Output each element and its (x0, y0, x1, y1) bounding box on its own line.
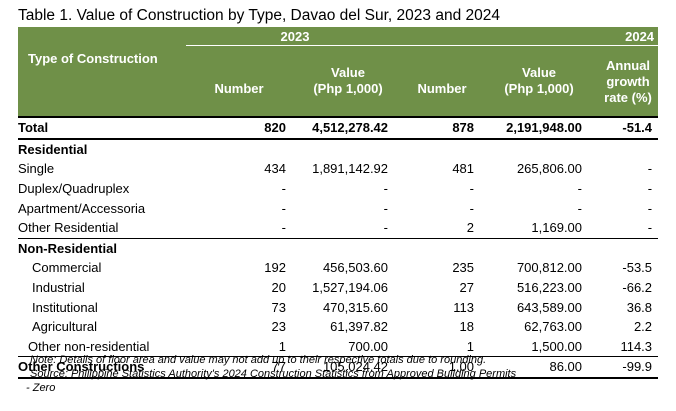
cell-number-2023: - (186, 198, 292, 218)
section-label: Non-Residential (18, 238, 186, 258)
cell-growth-rate: - (598, 179, 658, 199)
cell-number-2024: 481 (404, 159, 480, 179)
row-label: Institutional (18, 297, 186, 317)
table-row-single: Single 434 1,891,142.92 481 265,806.00 - (18, 159, 658, 179)
header-value-2023-line1: Value (292, 65, 404, 81)
header-growth-rate: Annual growth rate (%) (598, 46, 658, 118)
cell-growth-rate: 2.2 (598, 317, 658, 337)
cell-value-2023: 4,512,278.42 (292, 117, 404, 139)
table-row-commercial: Commercial 192 456,503.60 235 700,812.00… (18, 258, 658, 278)
cell-number-2024: 113 (404, 297, 480, 317)
header-value-2024-line2: (Php 1,000) (480, 81, 598, 97)
cell-value-2023: 61,397.82 (292, 317, 404, 337)
cell-growth-rate: - (598, 198, 658, 218)
cell-value-2024: - (480, 198, 598, 218)
cell-growth-rate: 36.8 (598, 297, 658, 317)
cell-number-2023: - (186, 179, 292, 199)
cell-growth-rate: -66.2 (598, 278, 658, 298)
cell-number-2023: - (186, 218, 292, 238)
table-row-institutional: Institutional 73 470,315.60 113 643,589.… (18, 297, 658, 317)
cell-value-2024: 1,169.00 (480, 218, 598, 238)
header-growth-line3: rate (%) (598, 90, 658, 106)
table-title: Table 1. Value of Construction by Type, … (18, 6, 500, 26)
row-label: Commercial (18, 258, 186, 278)
table-row-agricultural: Agricultural 23 61,397.82 18 62,763.00 2… (18, 317, 658, 337)
cell-number-2024: - (404, 179, 480, 199)
cell-number-2023: 20 (186, 278, 292, 298)
table-row-other-residential: Other Residential - - 2 1,169.00 - (18, 218, 658, 238)
section-label: Residential (18, 139, 186, 160)
cell-value-2023: 456,503.60 (292, 258, 404, 278)
row-label: Agricultural (18, 317, 186, 337)
table-row-duplex: Duplex/Quadruplex - - - - - (18, 179, 658, 199)
cell-number-2023: 23 (186, 317, 292, 337)
table-notes: Note: Details of floor area and value ma… (30, 353, 516, 395)
cell-growth-rate: -99.9 (598, 357, 658, 378)
header-value-2024-line1: Value (480, 65, 598, 81)
construction-table: Type of Construction 2023 2024 Number Va… (18, 27, 658, 379)
row-label: Duplex/Quadruplex (18, 179, 186, 199)
table-row-section-non-residential: Non-Residential (18, 238, 658, 258)
header-growth-line1: Annual (598, 58, 658, 74)
table-row-industrial: Industrial 20 1,527,194.06 27 516,223.00… (18, 278, 658, 298)
header-value-2023: Value (Php 1,000) (292, 46, 404, 118)
cell-number-2023: 73 (186, 297, 292, 317)
cell-number-2024: 27 (404, 278, 480, 298)
cell-growth-rate: -51.4 (598, 117, 658, 139)
note-legend: - Zero (26, 381, 516, 395)
cell-value-2023: - (292, 179, 404, 199)
cell-value-2023: - (292, 198, 404, 218)
row-label: Apartment/Accessoria (18, 198, 186, 218)
row-label: Total (18, 117, 186, 139)
cell-value-2023: 470,315.60 (292, 297, 404, 317)
header-year-2023: 2023 (186, 27, 404, 46)
header-year-row: Type of Construction 2023 2024 (18, 27, 658, 46)
table-row-apartment: Apartment/Accessoria - - - - - (18, 198, 658, 218)
note-rounding: Note: Details of floor area and value ma… (30, 353, 516, 367)
header-value-2024: Value (Php 1,000) (480, 46, 598, 118)
header-growth-line2: growth (598, 74, 658, 90)
header-value-2023-line2: (Php 1,000) (292, 81, 404, 97)
cell-number-2023: 820 (186, 117, 292, 139)
cell-growth-rate: 114.3 (598, 337, 658, 357)
cell-value-2024: 265,806.00 (480, 159, 598, 179)
cell-value-2024: 700,812.00 (480, 258, 598, 278)
cell-number-2024: 878 (404, 117, 480, 139)
cell-number-2024: 18 (404, 317, 480, 337)
cell-number-2024: - (404, 198, 480, 218)
cell-number-2023: 434 (186, 159, 292, 179)
cell-growth-rate: -53.5 (598, 258, 658, 278)
cell-value-2024: - (480, 179, 598, 199)
table-body: Total 820 4,512,278.42 878 2,191,948.00 … (18, 117, 658, 378)
header-type-of-construction: Type of Construction (18, 27, 186, 117)
row-label: Other Residential (18, 218, 186, 238)
row-label: Industrial (18, 278, 186, 298)
cell-value-2023: 1,527,194.06 (292, 278, 404, 298)
cell-number-2023: 192 (186, 258, 292, 278)
header-year-2024: 2024 (404, 27, 658, 46)
header-year-2024-label: 2024 (625, 29, 654, 44)
row-label: Single (18, 159, 186, 179)
cell-value-2024: 516,223.00 (480, 278, 598, 298)
cell-value-2024: 62,763.00 (480, 317, 598, 337)
table-row-section-residential: Residential (18, 139, 658, 160)
cell-number-2024: 235 (404, 258, 480, 278)
table-header: Type of Construction 2023 2024 Number Va… (18, 27, 658, 117)
header-number-2024: Number (404, 46, 480, 118)
cell-number-2024: 2 (404, 218, 480, 238)
cell-growth-rate: - (598, 159, 658, 179)
cell-value-2024: 643,589.00 (480, 297, 598, 317)
cell-growth-rate: - (598, 218, 658, 238)
table-row-total: Total 820 4,512,278.42 878 2,191,948.00 … (18, 117, 658, 139)
note-source: Source: Philippine Statistics Authority'… (30, 367, 516, 381)
cell-value-2023: 1,891,142.92 (292, 159, 404, 179)
header-number-2023: Number (186, 46, 292, 118)
cell-value-2024: 2,191,948.00 (480, 117, 598, 139)
cell-value-2023: - (292, 218, 404, 238)
